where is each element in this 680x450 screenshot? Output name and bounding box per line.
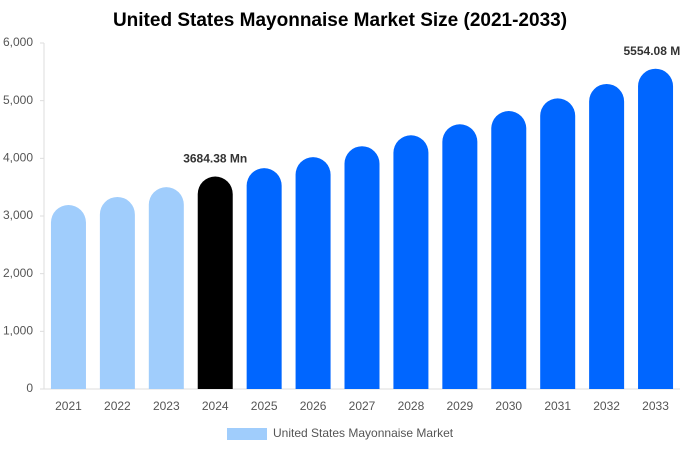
x-tick-label: 2023 xyxy=(153,399,180,413)
x-tick-label: 2027 xyxy=(349,399,376,413)
bar xyxy=(344,146,380,389)
bar xyxy=(246,168,282,389)
bar xyxy=(589,83,625,390)
x-tick-label: 2025 xyxy=(251,399,278,413)
bar xyxy=(148,187,184,389)
y-tick-label: 1,000 xyxy=(3,324,33,338)
legend-label: United States Mayonnaise Market xyxy=(273,426,454,440)
chart-title: United States Mayonnaise Market Size (20… xyxy=(113,10,567,31)
x-tick-label: 2022 xyxy=(104,399,131,413)
y-tick-label: 2,000 xyxy=(3,266,33,280)
x-tick-label: 2032 xyxy=(593,399,620,413)
bar xyxy=(50,205,86,389)
x-tick-label: 2024 xyxy=(202,399,229,413)
y-tick-label: 4,000 xyxy=(3,151,33,165)
x-tick-label: 2033 xyxy=(642,399,669,413)
bar xyxy=(540,98,576,390)
bar xyxy=(197,176,233,389)
y-tick-label: 5,000 xyxy=(3,93,33,107)
bar xyxy=(99,196,135,389)
bar xyxy=(491,111,527,389)
y-tick-label: 3,000 xyxy=(3,208,33,222)
x-tick-label: 2026 xyxy=(300,399,327,413)
bar xyxy=(638,68,674,389)
x-tick-label: 2021 xyxy=(55,399,82,413)
y-tick-label: 6,000 xyxy=(3,35,33,49)
x-tick-label: 2029 xyxy=(446,399,473,413)
x-tick-label: 2031 xyxy=(544,399,571,413)
value-label: 5554.08 Mn xyxy=(624,44,680,58)
bar xyxy=(393,135,429,389)
bar xyxy=(295,157,331,389)
x-tick-label: 2030 xyxy=(495,399,522,413)
legend-swatch xyxy=(227,428,267,440)
x-tick-label: 2028 xyxy=(398,399,425,413)
value-label: 3684.38 Mn xyxy=(183,152,247,166)
bar xyxy=(442,124,478,390)
y-tick-label: 0 xyxy=(26,381,33,395)
